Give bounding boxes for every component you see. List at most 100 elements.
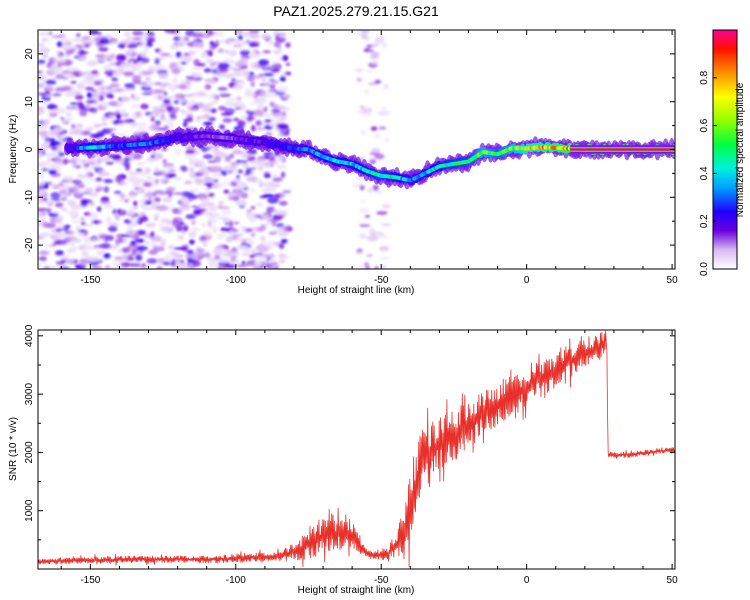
noise-blob [251,187,256,194]
noise-blob [55,250,64,255]
noise-blob [222,118,233,123]
noise-blob [44,266,50,269]
noise-blob [382,204,391,209]
noise-blob [143,181,153,188]
noise-blob [72,38,84,42]
noise-blob [125,210,136,217]
noise-blob [117,67,124,72]
colorbar-label: Normalized spectral amplitude [735,82,746,217]
noise-blob [139,40,147,47]
noise-blob [76,50,89,55]
noise-blob [179,99,186,103]
noise-blob [135,262,141,268]
noise-blob [79,217,85,221]
noise-blob [221,232,228,237]
noise-blob [352,183,364,188]
noise-blob [54,202,64,208]
noise-blob [101,157,112,162]
noise-blob [193,59,201,65]
noise-blob [120,95,130,103]
noise-blob [51,243,57,247]
noise-blob [254,260,263,267]
noise-blob [56,214,64,221]
noise-blob [55,261,65,265]
noise-blob [256,178,262,182]
y-tick-label: 2000 [24,441,35,464]
noise-blob [245,37,251,43]
noise-blob [78,185,86,188]
noise-blob [250,232,256,238]
noise-blob [379,245,390,252]
noise-blob [220,170,228,176]
noise-blob [40,162,51,165]
noise-blob [93,101,99,107]
noise-blob [195,117,201,123]
noise-blob [90,70,99,75]
noise-blob [280,238,288,244]
noise-blob [255,244,266,251]
noise-blob [184,181,193,184]
colorbar-tick-label: 0.0 [699,262,710,276]
noise-blob [206,78,215,81]
noise-blob [38,208,48,212]
noise-blob [38,82,45,89]
noise-blob [272,173,278,178]
noise-blob [193,210,202,216]
noise-blob [99,200,111,205]
noise-blob [109,114,115,122]
noise-blob [53,126,64,133]
noise-blob [73,191,84,199]
noise-blob [272,49,282,55]
noise-blob [223,59,232,63]
noise-blob [209,108,217,113]
noise-blob [78,233,84,237]
noise-blob [74,94,84,101]
noise-blob [109,83,120,88]
noise-blob [374,153,385,160]
noise-blob [382,42,387,49]
noise-blob [176,40,186,47]
noise-blob [53,184,66,188]
noise-blob [104,34,114,38]
noise-blob [139,203,147,209]
noise-blob [162,159,167,164]
noise-blob [233,84,244,91]
noise-blob [70,80,77,85]
noise-blob [135,111,141,118]
noise-blob [374,265,379,269]
noise-blob [38,151,43,159]
noise-blob [366,69,373,73]
noise-blob [48,169,57,174]
noise-blob [375,190,384,195]
noise-blob [81,37,88,45]
noise-blob [143,207,153,211]
noise-blob [38,263,43,267]
noise-blob [237,119,246,127]
noise-blob [233,38,240,45]
noise-blob [201,222,206,228]
noise-blob [52,230,65,237]
noise-blob [107,100,119,107]
noise-blob [38,107,45,114]
noise-blob [216,266,227,269]
noise-blob [202,173,210,179]
noise-blob [124,50,134,57]
noise-blob [240,245,250,251]
noise-blob [60,38,73,43]
noise-blob [132,30,144,36]
noise-blob [144,45,150,52]
noise-blob [65,258,75,264]
noise-blob [38,43,45,47]
noise-blob [363,262,370,266]
noise-blob [358,207,370,214]
noise-blob [368,82,377,86]
y-tick-label: -10 [24,190,35,205]
noise-blob [48,110,58,115]
noise-blob [38,256,47,261]
noise-blob [131,95,141,102]
noise-blob [187,259,197,263]
noise-blob [160,177,167,182]
noise-blob [106,235,115,241]
noise-blob [38,222,44,228]
